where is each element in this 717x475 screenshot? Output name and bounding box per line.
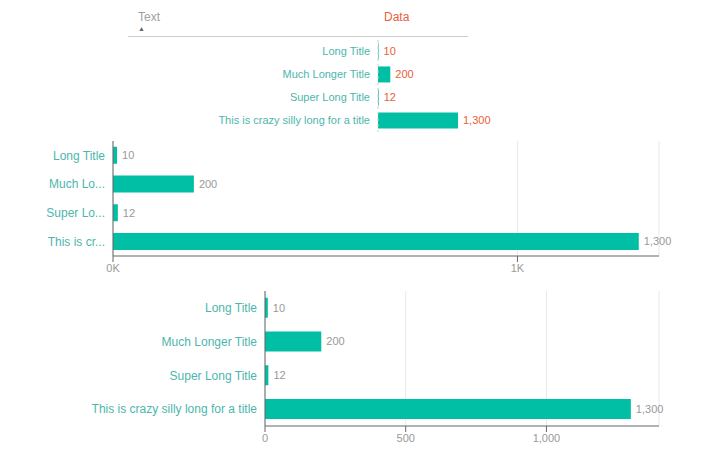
svg-text:1K: 1K — [511, 262, 525, 274]
svg-text:Super Long Title: Super Long Title — [170, 369, 258, 383]
svg-text:10: 10 — [273, 302, 285, 314]
html-text:Data: Data — [384, 10, 410, 24]
svg-text:Super Lo...: Super Lo... — [46, 206, 105, 220]
svg-text:0K: 0K — [106, 262, 120, 274]
svg-text:Super Long Title: Super Long Title — [290, 91, 370, 103]
svg-text:200: 200 — [199, 178, 217, 190]
svg-text:1,300: 1,300 — [636, 403, 664, 415]
svg-text:12: 12 — [384, 91, 396, 103]
svg-text:10: 10 — [122, 149, 134, 161]
html-text:Text: Text — [138, 10, 160, 24]
svg-text:200: 200 — [326, 335, 344, 347]
svg-text:This is crazy silly long for a: This is crazy silly long for a title — [218, 114, 370, 126]
svg-text:Long Title: Long Title — [205, 301, 257, 315]
svg-text:Much Longer Title: Much Longer Title — [283, 68, 370, 80]
svg-text:Much Lo...: Much Lo... — [49, 177, 105, 191]
svg-text:1,300: 1,300 — [463, 114, 491, 126]
svg-text:This is cr...: This is cr... — [48, 235, 105, 249]
svg-text:Long Title: Long Title — [322, 45, 370, 57]
svg-text:Long Title: Long Title — [53, 149, 105, 163]
svg-text:500: 500 — [397, 432, 415, 444]
svg-text:200: 200 — [395, 68, 413, 80]
svg-text:This is crazy silly long for a: This is crazy silly long for a title — [92, 402, 258, 416]
svg-text:10: 10 — [384, 45, 396, 57]
svg-text:1,300: 1,300 — [644, 235, 672, 247]
svg-text:1,000: 1,000 — [533, 432, 561, 444]
svg-text:12: 12 — [273, 369, 285, 381]
svg-text:12: 12 — [123, 207, 135, 219]
svg-text:Much Longer Title: Much Longer Title — [162, 335, 258, 349]
svg-text:0: 0 — [262, 432, 268, 444]
